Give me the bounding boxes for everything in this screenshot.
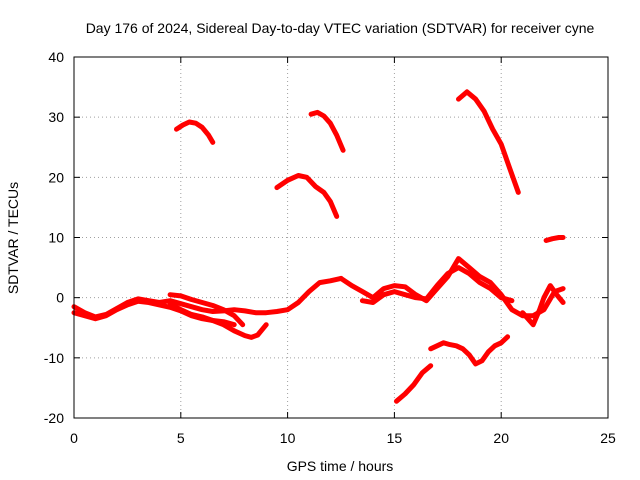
y-tick-label: 40 <box>48 49 64 65</box>
y-tick-label: -10 <box>44 350 64 366</box>
series-line-arc-m <box>394 363 434 404</box>
x-axis-label: GPS time / hours <box>287 458 394 474</box>
x-tick-label: 25 <box>600 430 616 446</box>
series-line-arc-j <box>456 89 521 195</box>
x-tick-label: 5 <box>177 430 185 446</box>
y-tick-label: 0 <box>56 290 64 306</box>
series-line-arc-i <box>308 109 346 153</box>
series-line-arc-g <box>520 283 566 328</box>
x-tick-label: 20 <box>493 430 509 446</box>
series-line-arc-k <box>274 173 340 219</box>
x-tick-label: 15 <box>387 430 403 446</box>
y-tick-label: -20 <box>44 410 64 426</box>
ticks: 0 5 10 15 20 25 -20 -10 0 10 20 30 40 <box>44 49 616 446</box>
y-tick-label: 20 <box>48 169 64 185</box>
x-tick-label: 0 <box>70 430 78 446</box>
series-group <box>71 89 566 404</box>
series-line-arc-l <box>543 235 566 243</box>
grid <box>74 57 608 418</box>
y-tick-label: 10 <box>48 230 64 246</box>
series-line-arc-h <box>174 119 216 145</box>
y-axis-label: SDTVAR / TECUs <box>5 182 21 294</box>
series-line-arc-c <box>167 301 269 340</box>
series-line-arc-d <box>167 292 246 328</box>
chart-title: Day 176 of 2024, Sidereal Day-to-day VTE… <box>86 20 595 36</box>
series-line-arc-n <box>428 334 511 367</box>
series-line-arc-f <box>359 265 515 305</box>
x-tick-label: 10 <box>280 430 296 446</box>
y-tick-label: 30 <box>48 109 64 125</box>
